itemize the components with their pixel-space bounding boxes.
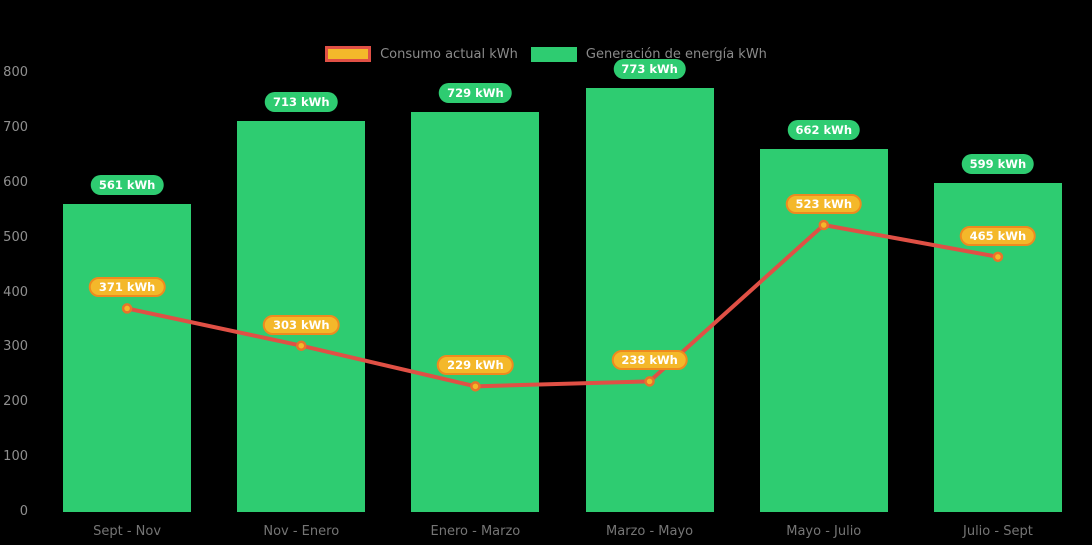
y-axis-tick-label: 400 <box>3 284 28 300</box>
point-value-badge: 303 kWh <box>262 314 340 335</box>
line-point[interactable] <box>644 376 655 387</box>
consumo-line-swatch-icon <box>325 46 372 62</box>
line-point[interactable] <box>296 340 307 351</box>
y-axis-tick-label: 100 <box>3 449 28 465</box>
legend-label-generacion: Generación de energía kWh <box>585 46 767 62</box>
x-axis-label: Enero - Marzo <box>430 524 521 539</box>
x-axis-label: Sept - Nov <box>93 524 162 539</box>
generation-bar[interactable] <box>63 204 192 512</box>
point-value-badge: 523 kWh <box>785 194 863 214</box>
y-axis-tick-label: 700 <box>3 119 28 135</box>
point-value-badge: 238 kWh <box>611 350 688 371</box>
x-axis-label: Marzo - Mayo <box>606 524 694 539</box>
chart-legend: Consumo actual kWh Generación de energía… <box>0 46 1092 62</box>
line-point[interactable] <box>470 381 481 392</box>
point-value-badge: 371 kWh <box>88 277 166 298</box>
y-axis-tick-label: 800 <box>3 65 28 80</box>
line-point[interactable] <box>121 303 133 314</box>
bar-value-badge: 662 kWh <box>787 119 861 140</box>
line-point[interactable] <box>992 251 1004 263</box>
generacion-bar-swatch-icon <box>530 46 577 62</box>
y-axis-tick-label: 600 <box>3 174 28 190</box>
legend-label-consumo: Consumo actual kWh <box>380 46 518 62</box>
legend-item-consumo[interactable]: Consumo actual kWh <box>325 46 518 62</box>
bar-value-badge: 773 kWh <box>613 58 686 79</box>
generation-bar[interactable] <box>411 111 540 512</box>
bar-value-badge: 561 kWh <box>90 175 164 196</box>
point-value-badge: 465 kWh <box>959 225 1037 246</box>
legend-item-generacion[interactable]: Generación de energía kWh <box>530 46 767 62</box>
bar-value-badge: 713 kWh <box>264 91 338 112</box>
y-axis-tick-label: 0 <box>19 504 28 519</box>
bar-value-badge: 729 kWh <box>439 82 512 103</box>
y-axis-tick-label: 300 <box>3 339 28 355</box>
consumption-line <box>125 223 1000 389</box>
y-axis-tick-label: 500 <box>3 229 28 245</box>
point-value-badge: 229 kWh <box>437 355 514 376</box>
x-axis-label: Mayo - Julio <box>786 524 862 539</box>
line-point[interactable] <box>818 219 829 231</box>
generation-bar[interactable] <box>585 87 714 512</box>
x-axis-label: Julio - Sept <box>963 524 1033 539</box>
bar-value-badge: 599 kWh <box>961 154 1035 175</box>
x-axis-label: Nov - Enero <box>263 524 340 539</box>
y-axis-tick-label: 200 <box>3 394 28 410</box>
